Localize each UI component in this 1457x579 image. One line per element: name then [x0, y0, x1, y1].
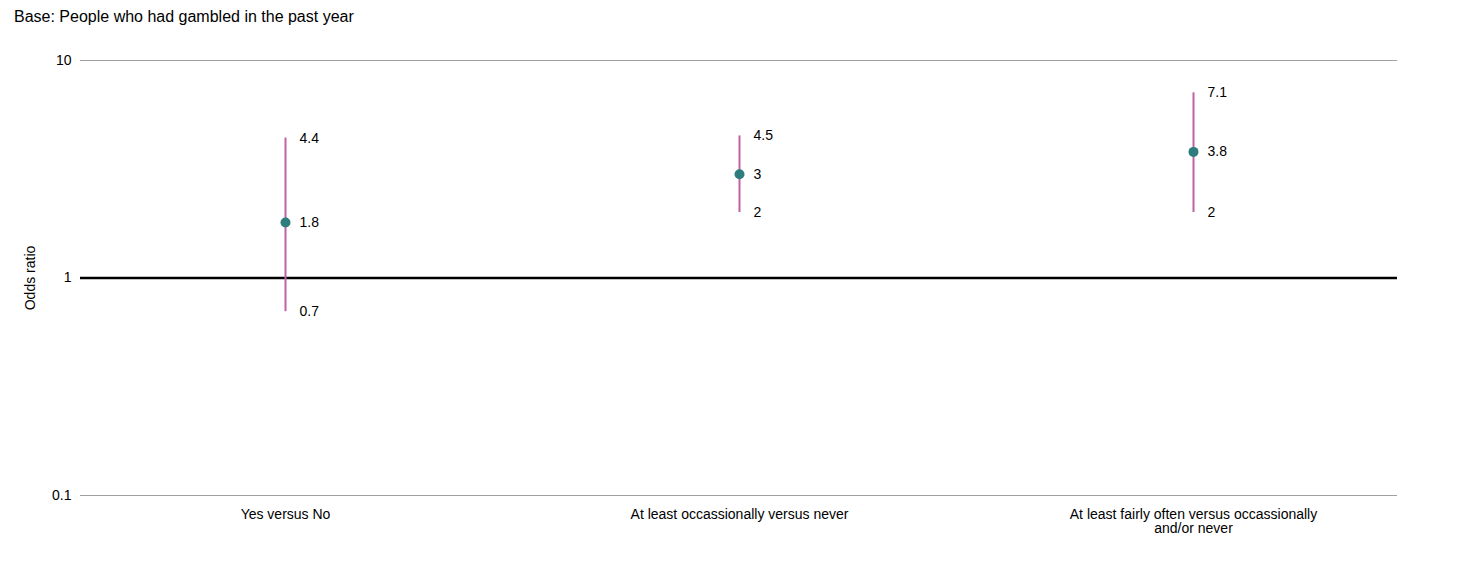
- svg-text:At least fairly often versus o: At least fairly often versus occassional…: [1070, 506, 1317, 536]
- svg-text:4.4: 4.4: [300, 130, 320, 146]
- svg-text:3.8: 3.8: [1208, 143, 1228, 159]
- svg-text:0.7: 0.7: [300, 303, 320, 319]
- svg-text:1.8: 1.8: [300, 214, 320, 230]
- svg-text:3: 3: [754, 166, 762, 182]
- svg-text:2: 2: [1208, 204, 1216, 220]
- svg-text:Odds ratio: Odds ratio: [22, 245, 38, 310]
- html-text:Base: People who had gambled i: Base: People who had gambled in the past…: [14, 8, 354, 25]
- svg-text:Yes versus No: Yes versus No: [241, 506, 331, 522]
- svg-text:7.1: 7.1: [1208, 84, 1228, 100]
- svg-text:10: 10: [56, 52, 72, 68]
- svg-text:At least occassionally versus: At least occassionally versus never: [631, 506, 849, 522]
- svg-text:0.1: 0.1: [52, 487, 72, 503]
- svg-text:2: 2: [754, 204, 762, 220]
- svg-text:4.5: 4.5: [754, 127, 774, 143]
- svg-text:1: 1: [64, 269, 72, 285]
